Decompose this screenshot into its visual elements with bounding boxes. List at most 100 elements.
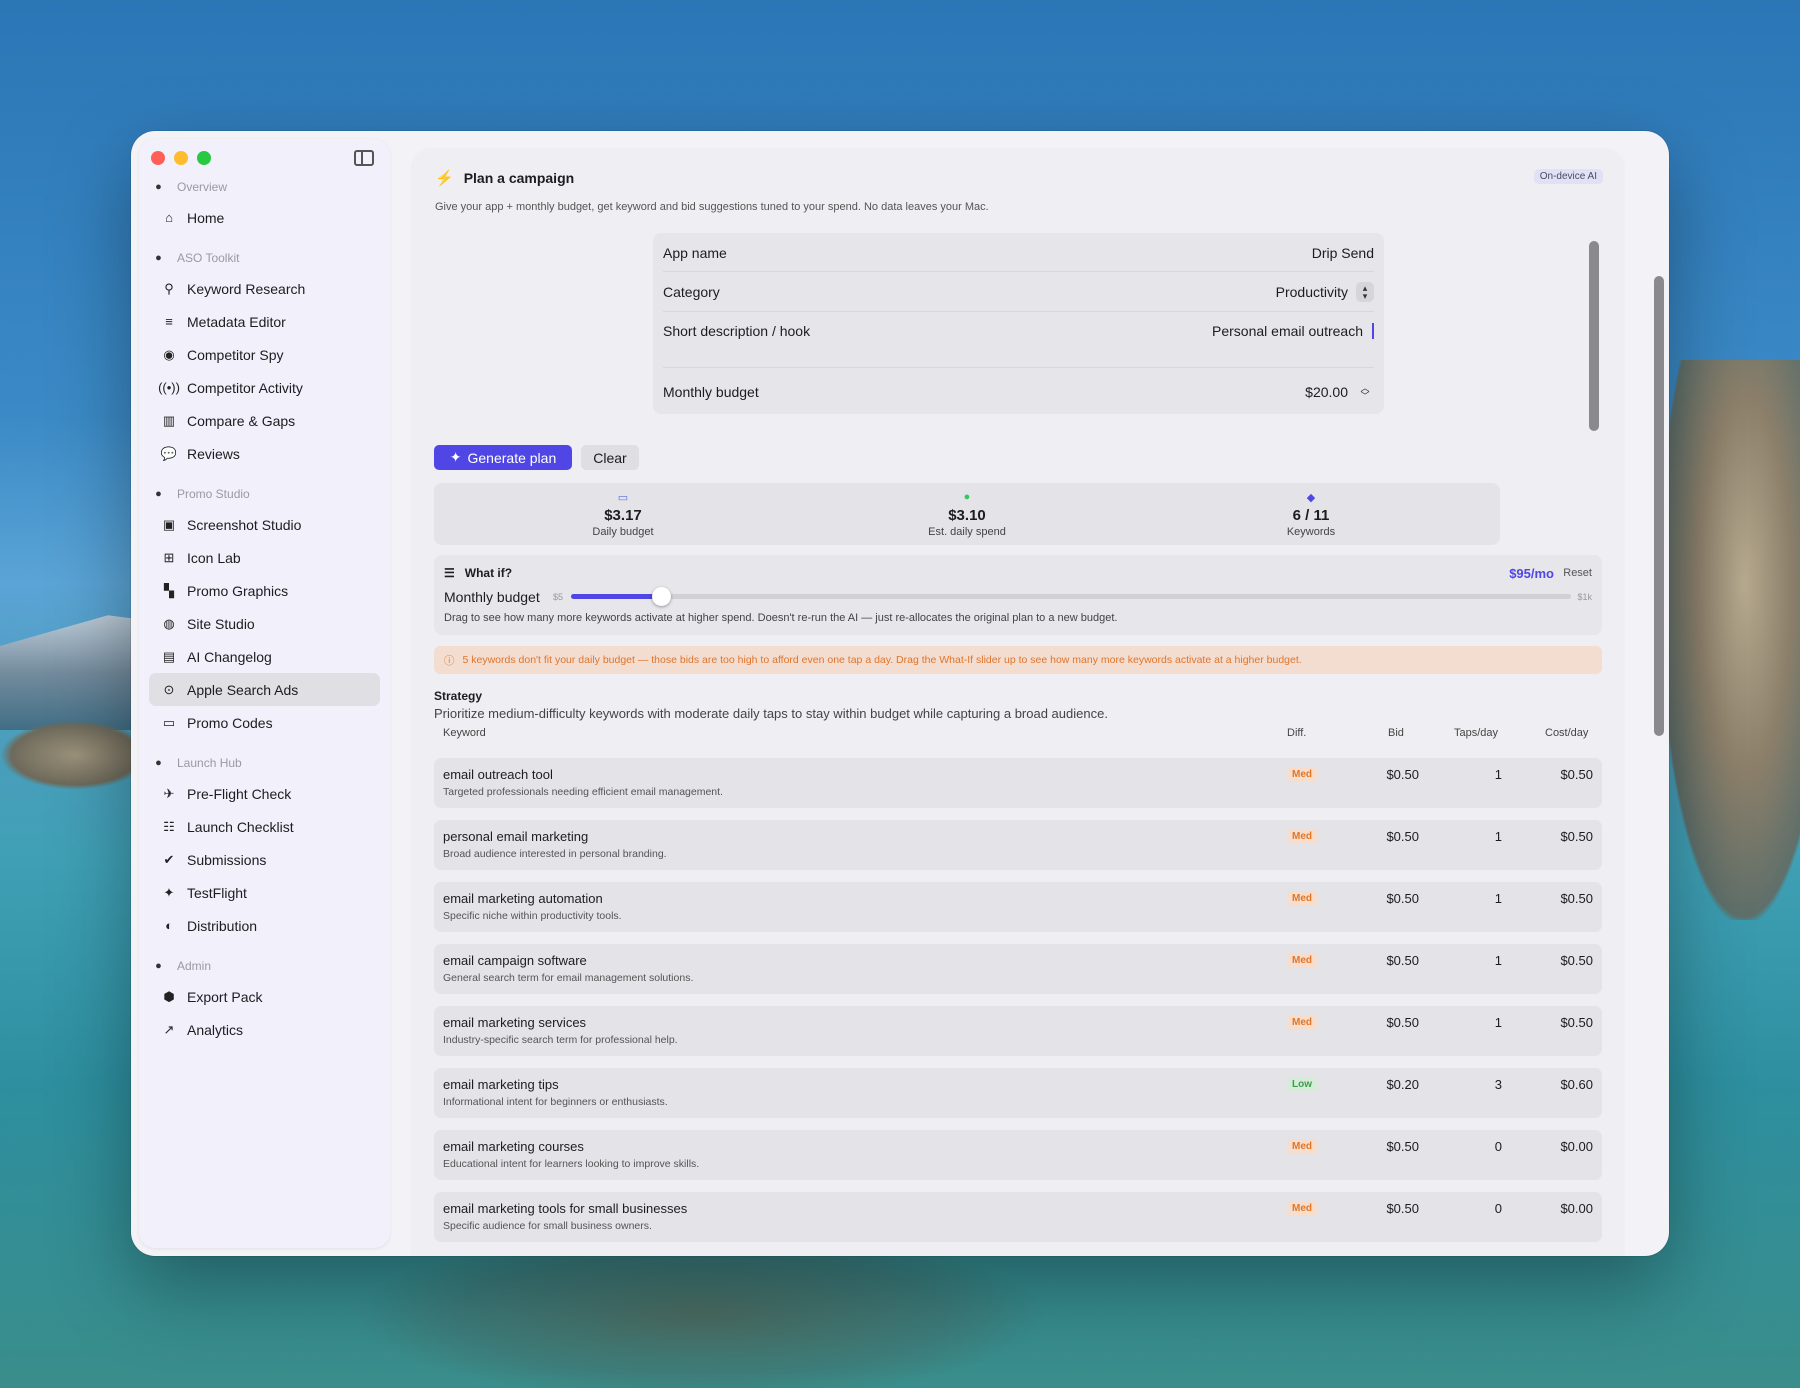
keyword-text: email marketing tips	[443, 1077, 559, 1092]
hook-row: Short description / hook Personal email …	[663, 313, 1374, 349]
close-button[interactable]	[151, 151, 165, 165]
traffic-lights	[151, 151, 211, 165]
difficulty-badge: Med	[1287, 1139, 1317, 1154]
sidebar-item-promo-graphics[interactable]: ▚ Promo Graphics	[149, 574, 380, 607]
ticket-icon: ▭	[162, 714, 176, 730]
sidebar-item-analytics[interactable]: ↗ Analytics	[149, 1013, 380, 1046]
sidebar-item-pre-flight-check[interactable]: ✈ Pre-Flight Check	[149, 777, 380, 810]
sidebar-item-screenshot-studio[interactable]: ▣ Screenshot Studio	[149, 508, 380, 541]
sidebar-section-header: ● ASO Toolkit	[139, 248, 390, 268]
budget-value: $20.00	[1305, 384, 1348, 400]
sidebar-item-ai-changelog[interactable]: ▤ AI Changelog	[149, 640, 380, 673]
sidebar-item-competitor-spy[interactable]: ◉ Competitor Spy	[149, 338, 380, 371]
sidebar-item-label: Reviews	[187, 445, 240, 462]
airplane-icon: ✈	[163, 785, 175, 801]
sidebar-item-testflight[interactable]: ✦ TestFlight	[149, 876, 380, 909]
stat-label: Est. daily spend	[928, 526, 1006, 538]
sidebar-item-export-pack[interactable]: ⬢ Export Pack	[149, 980, 380, 1013]
what-if-header: ☰ What if?	[444, 566, 512, 580]
section-title: Overview	[177, 180, 228, 194]
calendar-icon: ▭	[617, 492, 629, 504]
col-bid: Bid	[1388, 727, 1404, 739]
cube-icon: ⬢	[163, 988, 175, 1004]
sidebar-item-compare-gaps[interactable]: ▥ Compare & Gaps	[149, 404, 380, 437]
hook-field[interactable]: Personal email outreach	[1212, 323, 1374, 339]
keyword-text: email outreach tool	[443, 767, 553, 782]
form-scrollbar[interactable]	[1589, 241, 1599, 431]
sidebar-item-label: Compare & Gaps	[187, 412, 296, 429]
sidebar-item-submissions[interactable]: ✔ Submissions	[149, 843, 380, 876]
divider	[663, 367, 1374, 368]
cost-value: $0.00	[1560, 1201, 1593, 1216]
cost-value: $0.60	[1560, 1077, 1593, 1092]
strategy-title: Strategy	[434, 689, 483, 703]
keyword-description: Specific audience for small business own…	[443, 1220, 652, 1232]
sidebar-item-reviews[interactable]: 💬 Reviews	[149, 437, 380, 470]
sidebar-section-header: ● Overview	[139, 177, 390, 197]
sidebar-item-apple-search-ads[interactable]: ⊙ Apple Search Ads	[149, 673, 380, 706]
sidebar-item-label: Analytics	[187, 1021, 244, 1038]
sidebar-item-label: Metadata Editor	[187, 313, 286, 330]
sidebar-item-competitor-activity[interactable]: ((•)) Competitor Activity	[149, 371, 380, 404]
sidebar-item-metadata-editor[interactable]: ≡ Metadata Editor	[149, 305, 380, 338]
generate-plan-button[interactable]: ✦ Generate plan	[434, 445, 572, 470]
speech-bubbles-icon: 💬	[160, 445, 178, 461]
slider-knob[interactable]	[652, 587, 671, 606]
sidebar-item-site-studio[interactable]: ◍ Site Studio	[149, 607, 380, 640]
document-icon: ▤	[162, 648, 176, 664]
bid-value: $0.50	[1386, 1139, 1419, 1154]
sidebar-item-label: TestFlight	[187, 884, 247, 901]
minimize-button[interactable]	[174, 151, 188, 165]
generate-plan-label: Generate plan	[467, 449, 557, 466]
sidebar-item-icon-lab[interactable]: ⊞ Icon Lab	[149, 541, 380, 574]
table-row[interactable]: email outreach tool Targeted professional…	[434, 758, 1602, 808]
stat-value: $3.10	[948, 507, 986, 524]
search-circle-icon: ⊙	[163, 681, 175, 697]
taps-value: 1	[1494, 1015, 1502, 1030]
table-row[interactable]: email marketing tips Informational intent…	[434, 1068, 1602, 1118]
globe-stand-icon: ◐	[165, 918, 173, 933]
zoom-button[interactable]	[197, 151, 211, 165]
testflight-icon: ✦	[163, 884, 175, 900]
campaign-form: App name Drip Send Category Productivity…	[653, 233, 1384, 414]
reset-button[interactable]: Reset	[1563, 567, 1592, 579]
sidebar-item-distribution[interactable]: ◐ Distribution	[149, 909, 380, 942]
category-label: Category	[663, 284, 720, 300]
card-header: ⚡ Plan a campaign	[435, 169, 574, 187]
window-scrollbar[interactable]	[1654, 276, 1664, 736]
budget-warning: ⓘ 5 keywords don't fit your daily budget…	[434, 646, 1602, 674]
clear-button[interactable]: Clear	[581, 445, 639, 470]
sidebar-item-label: Icon Lab	[187, 549, 241, 566]
sidebar-item-keyword-research[interactable]: ⚲ Keyword Research	[149, 272, 380, 305]
table-row[interactable]: email marketing courses Educational inten…	[434, 1130, 1602, 1180]
slider-fill	[571, 594, 661, 599]
table-row[interactable]: email marketing tools for small business…	[434, 1192, 1602, 1242]
table-row[interactable]: email campaign software General search te…	[434, 944, 1602, 994]
bid-value: $0.50	[1386, 891, 1419, 906]
slider-label: Monthly budget	[444, 589, 540, 605]
seal-check-icon: ✔	[163, 851, 175, 867]
difficulty-badge: Med	[1287, 891, 1317, 906]
category-select[interactable]: Productivity ▴ ▾	[1276, 282, 1374, 302]
hook-label: Short description / hook	[663, 323, 811, 339]
sidebar-toggle-icon[interactable]	[354, 150, 374, 166]
cost-value: $0.50	[1560, 829, 1593, 844]
sidebar-item-label: Competitor Activity	[187, 379, 303, 396]
table-row[interactable]: email marketing automation Specific niche…	[434, 882, 1602, 932]
category-value: Productivity	[1275, 284, 1348, 300]
budget-slider[interactable]	[571, 587, 1571, 606]
app-name-field[interactable]: Drip Send	[1311, 245, 1374, 261]
checklist-icon: ☷	[163, 818, 175, 834]
stat-card: ● $3.10 Est. daily spend	[778, 483, 1156, 545]
sidebar-item-home[interactable]: ⌂ Home	[149, 201, 380, 234]
sidebar-item-promo-codes[interactable]: ▭ Promo Codes	[149, 706, 380, 739]
budget-stepper[interactable]: ︿ ﹀	[1360, 383, 1370, 401]
taps-value: 0	[1494, 1139, 1502, 1154]
taps-value: 1	[1494, 891, 1502, 906]
table-row[interactable]: email marketing services Industry-specifi…	[434, 1006, 1602, 1056]
budget-field[interactable]: $20.00 ︿ ﹀	[1305, 382, 1374, 402]
keyword-text: email marketing automation	[443, 891, 603, 906]
sidebar-item-launch-checklist[interactable]: ☷ Launch Checklist	[149, 810, 380, 843]
stat-card: ▭ $3.17 Daily budget	[434, 483, 812, 545]
table-row[interactable]: personal email marketing Broad audience i…	[434, 820, 1602, 870]
